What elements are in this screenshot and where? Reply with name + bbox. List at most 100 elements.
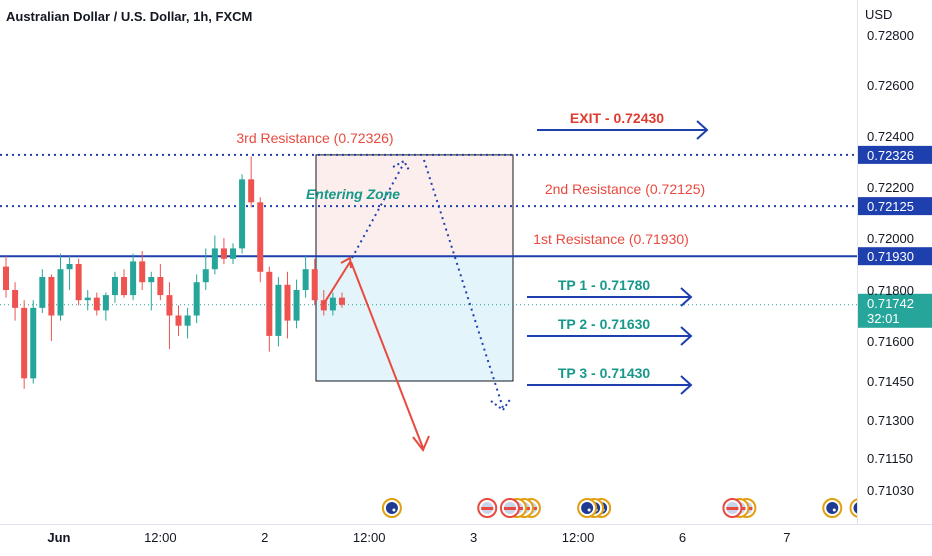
candle-body — [193, 282, 200, 316]
axis-badge-label-2: 0.72125 — [867, 199, 914, 214]
price-tick-label: 0.71300 — [867, 413, 914, 428]
candle-body — [148, 277, 155, 283]
resistance-label-1: 3rd Resistance (0.72326) — [236, 130, 393, 146]
candle-body — [257, 202, 264, 272]
symbol-title[interactable]: Australian Dollar / U.S. Dollar, 1h, FXC… — [6, 9, 253, 24]
axis-badge-label-3: 0.71930 — [867, 249, 914, 264]
price-tick-label: 0.71450 — [867, 374, 914, 389]
candle-body — [266, 271, 273, 336]
candle-body — [75, 264, 82, 301]
rise-arrow-line — [322, 261, 351, 306]
price-tick-label: 0.72200 — [867, 180, 914, 195]
price-tick-label: 0.71150 — [867, 451, 913, 466]
candle-body — [93, 297, 100, 311]
price-tick-label: 0.71600 — [867, 334, 914, 349]
dotted-rise-head — [392, 159, 411, 173]
axis-badge-1 — [858, 145, 932, 164]
time-tick-label: 2 — [261, 530, 268, 545]
candle-body — [66, 264, 73, 270]
resistance-label-2: 2nd Resistance (0.72125) — [545, 181, 705, 197]
time-tick-label: 7 — [783, 530, 790, 545]
entering-zone-label: Entering Zone — [306, 186, 400, 202]
dotted-rise-path — [351, 162, 405, 259]
candle-body — [329, 297, 336, 311]
target-arrow-head-3 — [680, 326, 693, 346]
current-price-label: 0.71742 — [867, 296, 914, 311]
rise-arrow-head — [340, 256, 352, 269]
drop-arrow-head — [412, 435, 430, 452]
current-price-badge — [858, 293, 932, 328]
candle-body — [3, 266, 9, 290]
candle-body — [311, 269, 318, 301]
price-tick-label: 0.71030 — [867, 483, 914, 498]
dotted-drop-head — [490, 397, 512, 412]
chart-svg[interactable]: Entering Zone 3rd Resistance (0.72326) 2nd… — [0, 0, 870, 524]
zone-lower-fill — [316, 256, 513, 381]
candle-body — [21, 307, 28, 379]
target-label-4: TP 3 - 0.71430 — [558, 365, 651, 381]
candle-body — [248, 179, 255, 203]
candle-body — [39, 277, 46, 308]
event-flag-au-fill — [581, 502, 594, 514]
target-arrow-head-4 — [680, 375, 693, 395]
candle-body — [139, 261, 146, 283]
target-label-1: EXIT - 0.72430 — [570, 110, 664, 126]
candle-body — [239, 179, 246, 249]
candle-body — [130, 261, 137, 296]
candle-body — [30, 307, 37, 379]
time-axis[interactable]: Jun 12:00 2 12:00 3 12:00 6 7 — [0, 524, 932, 551]
candle-body — [111, 277, 118, 296]
axis-badge-3 — [858, 247, 932, 266]
candle-body — [202, 269, 209, 283]
time-tick-label: 6 — [679, 530, 686, 545]
candle-body — [275, 284, 282, 336]
chart-plot[interactable]: Entering Zone 3rd Resistance (0.72326) 2nd… — [0, 0, 870, 524]
price-tick-label: 0.71800 — [867, 283, 914, 298]
candle-body — [338, 297, 345, 305]
time-axis-svg: Jun 12:00 2 12:00 3 12:00 6 7 — [47, 530, 790, 545]
candle-body — [102, 295, 109, 311]
target-label-3: TP 2 - 0.71630 — [558, 316, 651, 332]
candle-body — [57, 269, 64, 316]
resistance-label-3: 1st Resistance (0.71930) — [533, 231, 689, 247]
candle-body — [157, 277, 164, 296]
dotted-drop-path — [423, 159, 504, 409]
price-axis[interactable]: USD 0.72326 0.72125 0.71930 0.71742 32:01 0.7… — [857, 0, 932, 524]
candle-body — [121, 277, 128, 296]
drop-arrow-line — [350, 261, 424, 449]
price-tick-label: 0.72400 — [867, 129, 914, 144]
candle-body — [220, 248, 227, 259]
axis-badge-label-1: 0.72326 — [867, 148, 914, 163]
countdown-label: 32:01 — [867, 311, 900, 326]
candle-body — [48, 277, 55, 316]
candle-body — [211, 248, 218, 270]
event-flag-au-fill — [826, 502, 839, 514]
time-tick-label: Jun — [47, 530, 70, 545]
event-flag-us-stripe — [726, 507, 739, 510]
time-tick-label: 12:00 — [144, 530, 177, 545]
event-flag-au-star — [392, 508, 396, 512]
time-tick-label: 12:00 — [562, 530, 595, 545]
candle-body — [293, 290, 300, 321]
candle-body — [302, 269, 309, 290]
event-flag-us-stripe — [481, 507, 494, 510]
target-label-2: TP 1 - 0.71780 — [558, 277, 651, 293]
candle-body — [12, 290, 19, 308]
price-tick-label: 0.72800 — [867, 28, 914, 43]
event-flag-au-star — [832, 508, 836, 512]
candle-body — [175, 315, 182, 326]
currency-label: USD — [865, 7, 892, 22]
candle-body — [184, 315, 191, 326]
candle-body — [166, 295, 173, 316]
event-flag-us-stripe — [503, 507, 516, 510]
price-tick-label: 0.72600 — [867, 78, 914, 93]
candle-body — [84, 297, 91, 301]
price-tick-label: 0.72000 — [867, 231, 914, 246]
time-tick-label: 3 — [470, 530, 477, 545]
candle-body — [284, 284, 291, 321]
axis-badge-2 — [858, 197, 932, 216]
event-flag-au-star — [587, 508, 591, 512]
target-arrow-head-1 — [696, 120, 709, 140]
event-flag-au-fill — [385, 502, 398, 514]
